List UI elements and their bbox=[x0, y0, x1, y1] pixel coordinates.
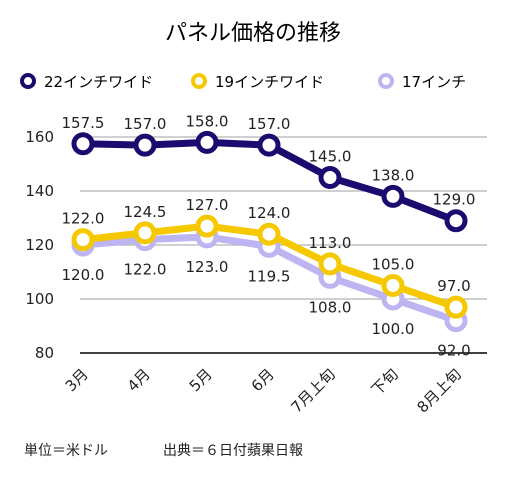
data-labels-layer: 157.5 157.0 158.0 157.0 145.0 138.0 129.0 122.0… bbox=[62, 112, 476, 359]
x-axis: 3月 4月 5月 6月 7月上旬 下旬 8月上旬 bbox=[62, 365, 465, 416]
y-axis: 80 100 120 140 160 bbox=[25, 128, 54, 362]
y-tick-label: 100 bbox=[25, 290, 54, 308]
data-label: 124.0 bbox=[248, 204, 291, 222]
data-label: 124.5 bbox=[124, 203, 167, 221]
data-label: 119.5 bbox=[248, 267, 291, 285]
data-label: 129.0 bbox=[433, 191, 476, 209]
data-point bbox=[133, 221, 157, 245]
data-point bbox=[71, 132, 95, 156]
y-tick-label: 120 bbox=[25, 236, 54, 254]
data-label: 100.0 bbox=[372, 320, 415, 338]
data-label: 97.0 bbox=[437, 277, 470, 295]
data-label: 157.0 bbox=[124, 115, 167, 133]
data-point bbox=[71, 228, 95, 252]
data-label: 138.0 bbox=[372, 166, 415, 184]
source-note: 出典＝６日付蘋果日報 bbox=[163, 443, 303, 459]
data-label: 158.0 bbox=[186, 112, 229, 130]
legend-label: 17インチ bbox=[402, 73, 466, 91]
data-label: 145.0 bbox=[309, 148, 352, 166]
legend-marker-icon bbox=[20, 73, 36, 89]
legend-marker-icon bbox=[191, 73, 207, 89]
data-label: 113.0 bbox=[309, 234, 352, 252]
data-label: 122.0 bbox=[124, 261, 167, 279]
data-point bbox=[257, 133, 281, 157]
y-tick-label: 160 bbox=[25, 128, 54, 146]
legend: 22インチワイド 19インチワイド 17インチ bbox=[20, 73, 466, 91]
data-label: 108.0 bbox=[309, 298, 352, 316]
data-point bbox=[133, 133, 157, 157]
data-point bbox=[318, 252, 342, 276]
x-tick-label: 6月 bbox=[248, 365, 278, 395]
data-point bbox=[195, 130, 219, 154]
data-label: 120.0 bbox=[62, 266, 105, 284]
data-point bbox=[257, 222, 281, 246]
y-tick-label: 140 bbox=[25, 182, 54, 200]
data-point bbox=[318, 166, 342, 189]
data-label: 92.0 bbox=[437, 342, 470, 360]
legend-label: 22インチワイド bbox=[44, 73, 153, 91]
x-tick-label: 4月 bbox=[124, 365, 154, 395]
data-point bbox=[381, 184, 405, 208]
chart-title: パネル価格の推移 bbox=[165, 21, 341, 46]
x-tick-label: 8月上旬 bbox=[414, 365, 465, 416]
legend-label: 19インチワイド bbox=[215, 73, 324, 91]
data-point bbox=[381, 274, 405, 297]
data-point bbox=[444, 295, 468, 319]
data-point bbox=[195, 214, 219, 238]
unit-note: 単位＝米ドル bbox=[24, 443, 108, 459]
data-label: 105.0 bbox=[372, 256, 415, 274]
data-label: 127.0 bbox=[186, 196, 229, 214]
x-tick-label: 7月上旬 bbox=[288, 365, 339, 416]
legend-marker-icon bbox=[378, 73, 394, 89]
y-tick-label: 80 bbox=[35, 344, 54, 362]
data-label: 123.0 bbox=[186, 258, 229, 276]
x-tick-label: 3月 bbox=[62, 365, 92, 395]
data-label: 122.0 bbox=[62, 210, 105, 228]
data-point bbox=[444, 209, 468, 233]
x-tick-label: 5月 bbox=[186, 365, 216, 395]
series-layer bbox=[71, 130, 468, 333]
data-label: 157.5 bbox=[62, 114, 105, 132]
x-tick-label: 下旬 bbox=[368, 365, 402, 399]
data-label: 157.0 bbox=[248, 115, 291, 133]
